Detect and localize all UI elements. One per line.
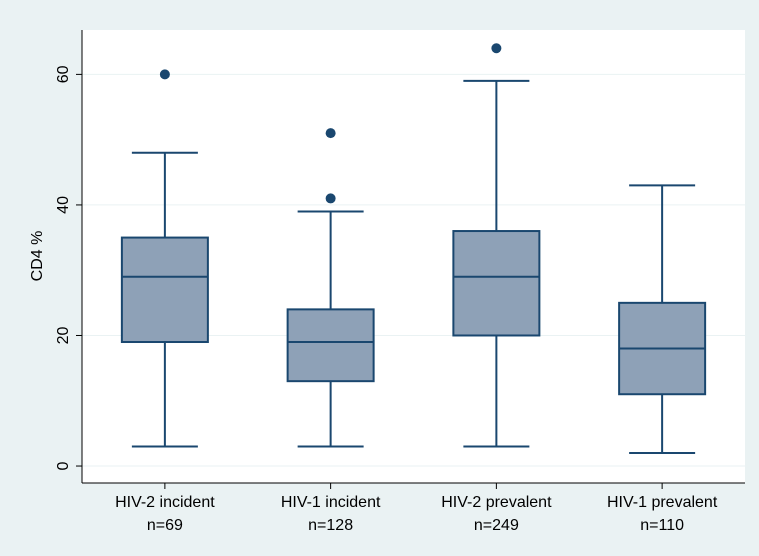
x-tick-label: n=110 <box>640 517 684 534</box>
x-tick-label: n=128 <box>308 517 353 534</box>
x-tick-label: n=249 <box>474 517 519 534</box>
box <box>120 236 209 344</box>
y-tick-label: 0 <box>55 461 72 470</box>
x-tick-label: n=69 <box>147 517 183 534</box>
outlier <box>325 128 336 139</box>
y-tick-label: 20 <box>55 326 72 344</box>
y-tick-label: 60 <box>55 65 72 83</box>
x-tick-label: HIV-2 prevalent <box>441 494 552 511</box>
x-tick-label: HIV-2 incident <box>115 494 215 511</box>
outlier <box>491 43 502 54</box>
box <box>452 230 541 337</box>
y-tick-label: 40 <box>55 196 72 214</box>
outlier <box>159 69 170 80</box>
outlier <box>325 193 336 204</box>
x-tick-label: HIV-1 prevalent <box>607 494 718 511</box>
y-axis-label: CD4 % <box>29 231 46 282</box>
x-tick-label: HIV-1 incident <box>281 494 381 511</box>
box <box>286 308 375 383</box>
